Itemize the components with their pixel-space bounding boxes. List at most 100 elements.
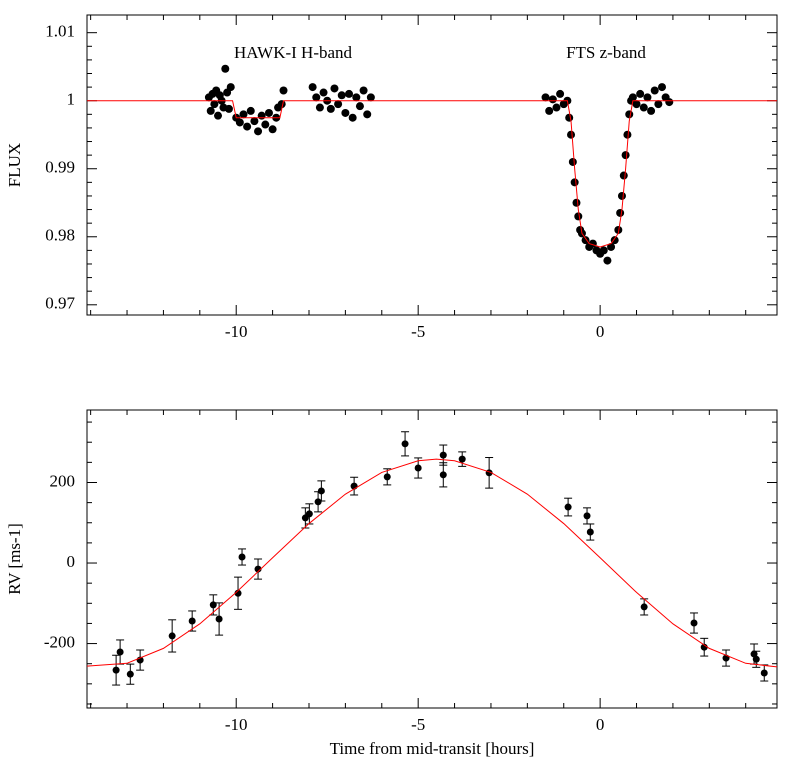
data-point <box>305 510 313 518</box>
data-point <box>250 117 259 126</box>
data-point <box>341 108 350 117</box>
data-point <box>315 103 324 112</box>
y-tick-label: 1 <box>67 90 76 109</box>
data-point <box>752 655 760 663</box>
data-point <box>616 208 625 217</box>
data-point <box>314 498 322 506</box>
y-tick-label: 0 <box>67 552 76 571</box>
data-point <box>254 565 262 573</box>
data-point <box>359 86 368 95</box>
data-point <box>647 106 656 115</box>
data-point <box>570 178 579 187</box>
panel: -10 -5 0 -200 0 200 RV [ms-1] Time from mid-tra… <box>5 409 778 758</box>
data-point <box>545 106 554 115</box>
data-point <box>226 83 235 92</box>
data-point <box>254 127 263 136</box>
data-point <box>221 64 230 73</box>
data-point <box>636 89 645 98</box>
panel: -10 -5 0 0.97 0.98 0.99 1 1.01 FLUX HAWK-I H-band… <box>5 14 778 341</box>
x-tick-label: 0 <box>596 715 605 734</box>
y-tick-label: 0.97 <box>45 294 75 313</box>
data-point <box>458 455 466 463</box>
y-tick-label: 1.01 <box>45 22 75 41</box>
data-point <box>760 669 768 677</box>
data-point <box>116 648 124 656</box>
data-point <box>238 553 246 561</box>
data-point <box>564 503 572 511</box>
data-point <box>330 84 339 93</box>
data-point <box>345 89 354 98</box>
y-tick-label: 0.99 <box>45 158 75 177</box>
data-point <box>234 589 242 597</box>
data-point <box>548 95 557 104</box>
data-point <box>650 86 659 95</box>
annotation: FTS z-band <box>566 43 646 62</box>
data-point <box>243 122 252 131</box>
data-point <box>383 473 391 481</box>
x-tick-label: 0 <box>596 322 605 341</box>
data-point <box>206 106 215 115</box>
data-point <box>214 111 223 120</box>
y-axis-label: RV [ms-1] <box>5 523 24 595</box>
data-point <box>279 86 288 95</box>
data-point <box>623 130 632 139</box>
y-axis-label: FLUX <box>5 143 24 187</box>
data-point <box>632 100 641 109</box>
x-tick-label: -10 <box>225 715 248 734</box>
data-point <box>235 118 244 127</box>
x-tick-label: -10 <box>225 322 248 341</box>
data-point <box>246 106 255 115</box>
data-point <box>112 666 120 674</box>
data-point <box>654 100 663 109</box>
data-point <box>640 603 648 611</box>
x-tick-label: -5 <box>411 715 425 734</box>
data-point <box>264 108 273 117</box>
y-tick-label: -200 <box>44 632 75 651</box>
data-point <box>126 670 134 678</box>
data-point <box>414 464 422 472</box>
data-point <box>317 487 325 495</box>
data-point <box>572 198 581 207</box>
data-point <box>439 471 447 479</box>
data-point <box>574 212 583 221</box>
data-point <box>261 120 270 129</box>
model-line <box>87 458 777 668</box>
data-point <box>658 83 666 92</box>
data-point <box>643 93 652 102</box>
data-point <box>224 104 233 113</box>
x-tick-label: -5 <box>411 322 425 341</box>
data-point <box>401 440 409 448</box>
data-point <box>312 93 321 102</box>
data-point <box>583 512 591 520</box>
data-point <box>439 451 447 459</box>
data-point <box>665 98 674 107</box>
data-point <box>565 113 574 122</box>
plot-frame <box>86 409 778 709</box>
data-point <box>639 103 648 112</box>
data-point <box>690 619 698 627</box>
data-point <box>617 191 626 200</box>
data-point <box>337 91 346 100</box>
data-point <box>239 110 248 119</box>
data-point <box>210 100 219 109</box>
data-point <box>567 130 576 139</box>
model-line <box>87 100 777 248</box>
data-point <box>348 113 357 122</box>
data-point <box>366 93 375 102</box>
data-point <box>552 103 561 112</box>
data-point <box>700 643 708 651</box>
data-point <box>614 225 623 234</box>
data-point <box>352 93 361 102</box>
data-point <box>334 100 343 109</box>
plot-frame <box>86 14 778 316</box>
data-point <box>586 528 594 536</box>
data-point <box>619 171 628 180</box>
data-point <box>355 102 364 111</box>
data-point <box>625 110 634 119</box>
data-point <box>541 93 550 102</box>
data-point <box>257 111 266 120</box>
annotation: HAWK-I H-band <box>234 43 353 62</box>
data-point <box>556 89 565 98</box>
data-point <box>607 242 616 251</box>
